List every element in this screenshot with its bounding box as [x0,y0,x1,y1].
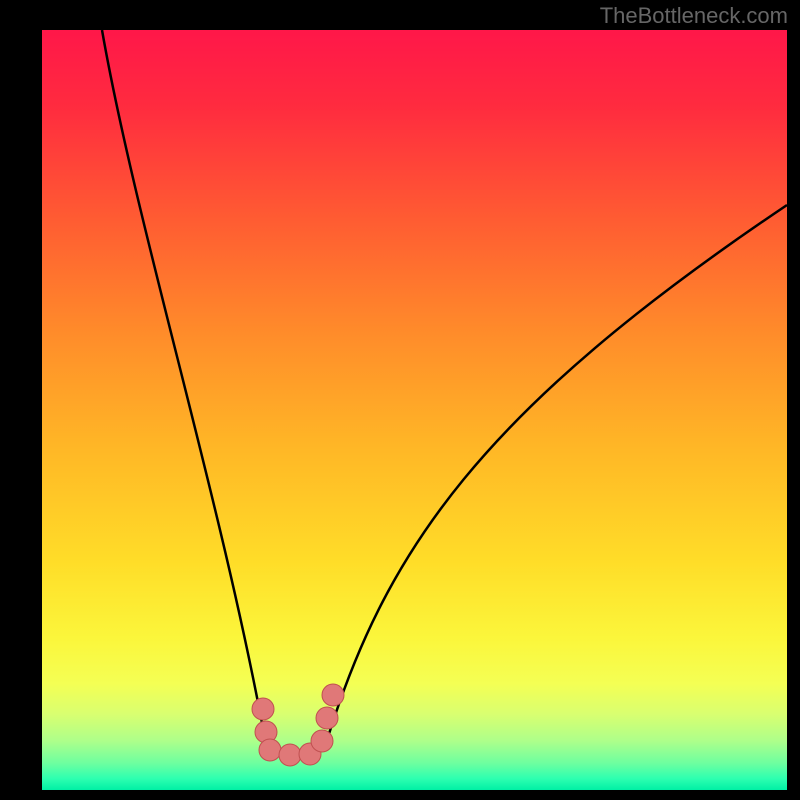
marker-point [311,730,333,752]
bottleneck-curve [102,30,787,757]
watermark-text: TheBottleneck.com [600,3,788,29]
marker-point [316,707,338,729]
marker-point [322,684,344,706]
markers-group [252,684,344,766]
marker-point [259,739,281,761]
curve-layer [42,30,787,790]
marker-point [252,698,274,720]
chart-plot-area [42,30,787,790]
marker-point [279,744,301,766]
